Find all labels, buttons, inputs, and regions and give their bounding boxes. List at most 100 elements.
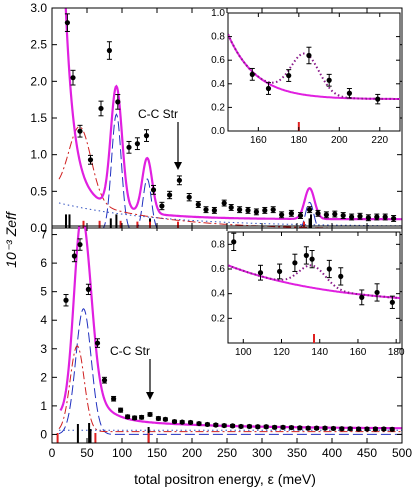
annotation-cc-str: C-C Str — [110, 344, 150, 358]
data-point — [221, 200, 227, 206]
data-point — [357, 213, 363, 219]
data-point — [186, 194, 192, 200]
data-point — [263, 424, 269, 430]
inset-y-tick-label: 0.0 — [211, 126, 225, 137]
data-point — [126, 144, 132, 150]
data-point — [132, 415, 138, 421]
data-point — [262, 207, 268, 213]
y-tick-label: 1.0 — [30, 148, 47, 162]
data-point — [288, 210, 294, 216]
data-point — [171, 418, 178, 425]
data-point — [391, 215, 397, 222]
inset-y-tick-label: 0.4 — [211, 79, 225, 90]
data-point — [115, 99, 121, 105]
inset-data-point — [389, 299, 395, 305]
data-point — [125, 414, 131, 420]
inset-x-tick-label: 140 — [311, 347, 328, 358]
data-point — [98, 105, 104, 112]
inset-x-tick-label: 200 — [331, 135, 348, 146]
data-point — [106, 47, 112, 54]
y-tick-label: 4 — [40, 313, 47, 327]
y-tick-label: 2 — [40, 370, 47, 384]
data-point — [323, 212, 329, 218]
data-point — [315, 210, 321, 216]
inset-plot-area — [228, 232, 400, 343]
inset-data-point — [303, 252, 309, 259]
inset-x-tick-label: 180 — [388, 347, 405, 358]
data-point — [389, 426, 395, 432]
data-point — [87, 157, 94, 163]
inset-y-tick-label: 1.0 — [211, 8, 225, 19]
data-point — [272, 424, 278, 430]
inset-y-tick-label: 0.6 — [211, 55, 225, 66]
data-point — [332, 211, 338, 217]
inset-fit-curve — [228, 264, 400, 300]
component-dash-blue — [102, 113, 319, 228]
inset-x-tick-label: 100 — [235, 347, 252, 358]
data-point — [118, 407, 124, 413]
x-tick-label: 0 — [49, 446, 56, 460]
data-point — [374, 214, 380, 220]
x-tick-label: 400 — [322, 446, 342, 460]
data-point — [288, 424, 294, 431]
x-tick-label: 200 — [182, 446, 202, 460]
data-point — [159, 203, 165, 209]
data-point — [246, 423, 252, 430]
component-dash-blue — [58, 308, 402, 435]
data-point — [188, 419, 194, 426]
data-point — [167, 192, 173, 198]
y-tick-label: 2.5 — [30, 38, 47, 52]
plot-area-a — [58, 8, 402, 228]
data-point — [70, 75, 76, 81]
y-tick-label: 0 — [40, 427, 47, 441]
data-point — [349, 214, 355, 220]
data-point — [64, 20, 70, 26]
data-point — [213, 422, 219, 428]
data-point — [279, 212, 285, 218]
data-point — [195, 201, 201, 208]
data-point — [372, 426, 378, 432]
inset-x-tick-label: 120 — [273, 347, 290, 358]
y-axis-label: 10⁻³ Zeff — [3, 210, 19, 268]
data-point — [179, 419, 185, 425]
data-point — [270, 207, 276, 213]
inset-plot-area — [228, 33, 400, 131]
y-tick-label: 5 — [40, 285, 47, 299]
data-point — [77, 241, 83, 248]
component-dash-red — [58, 345, 402, 433]
data-point — [155, 415, 161, 422]
inset-data-point — [326, 77, 332, 83]
data-point — [204, 421, 210, 428]
y-tick-label: 7 — [40, 228, 47, 242]
inset-data-point — [359, 294, 365, 300]
y-tick-label: 2.0 — [30, 74, 47, 88]
data-point — [238, 423, 244, 430]
data-point — [63, 297, 69, 303]
data-point — [228, 204, 234, 211]
y-tick-label: 6 — [40, 256, 47, 270]
component-dash-red — [58, 126, 371, 228]
data-point — [330, 425, 336, 432]
inset-data-point — [338, 273, 344, 279]
inset-y-tick-label: 0.8 — [211, 32, 225, 43]
x-tick-label: 500 — [392, 446, 412, 460]
x-tick-label: 300 — [252, 446, 272, 460]
data-point — [221, 422, 227, 429]
x-tick-label: 250 — [217, 446, 237, 460]
inset-b: 100 120 140 160 180 0.2 0.4 0.6 0.8 — [211, 231, 405, 358]
data-point — [339, 426, 345, 432]
inset-data-point — [249, 71, 255, 77]
data-point — [381, 426, 387, 432]
data-point — [364, 426, 370, 432]
x-tick-label: 350 — [287, 446, 307, 460]
x-tick-label: 150 — [147, 446, 167, 460]
inset-x-tick-label: 160 — [350, 347, 367, 358]
data-point — [203, 207, 209, 213]
inset-fit-curve — [228, 33, 400, 100]
data-point — [143, 133, 150, 139]
data-point — [314, 425, 320, 431]
x-tick-label: 450 — [357, 446, 377, 460]
x-tick-label: 100 — [112, 446, 132, 460]
data-point — [340, 212, 346, 219]
inset-data-point — [265, 85, 272, 92]
